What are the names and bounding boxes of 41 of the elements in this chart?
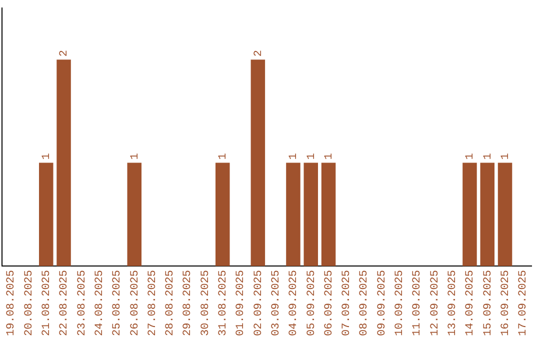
x-tick-label: 05.09.2025 xyxy=(306,270,318,336)
x-tick-label: 06.09.2025 xyxy=(323,270,336,336)
data-label: 1 xyxy=(323,152,336,160)
x-tick-label: 24.08.2025 xyxy=(94,270,106,336)
x-tick-label: 15.09.2025 xyxy=(482,270,494,336)
data-label: 1 xyxy=(482,152,494,160)
x-tick-label: 10.09.2025 xyxy=(394,270,406,336)
x-tick-label: 20.08.2025 xyxy=(23,270,36,336)
x-tick-label: 02.09.2025 xyxy=(252,270,265,336)
x-tick-label: 08.09.2025 xyxy=(358,270,371,336)
x-tick-label: 27.08.2025 xyxy=(146,270,159,336)
data-label: 2 xyxy=(58,50,71,57)
x-tick-label: 04.09.2025 xyxy=(288,270,300,336)
x-tick-label: 17.09.2025 xyxy=(518,270,530,336)
x-tick-label: 19.08.2025 xyxy=(6,270,18,336)
x-tick-label: 22.08.2025 xyxy=(58,270,71,336)
x-tick-label: 01.09.2025 xyxy=(235,270,248,336)
x-tick-label: 26.08.2025 xyxy=(129,270,142,336)
x-tick-label: 09.09.2025 xyxy=(376,270,388,336)
data-label: 1 xyxy=(306,152,318,160)
x-tick-label: 07.09.2025 xyxy=(341,270,354,336)
data-label: 2 xyxy=(252,50,265,57)
x-tick-label: 23.08.2025 xyxy=(76,270,88,336)
x-tick-label: 21.08.2025 xyxy=(41,270,54,336)
data-label: 1 xyxy=(288,152,300,160)
x-tick-label: 12.09.2025 xyxy=(429,270,442,336)
data-label: 1 xyxy=(41,152,54,160)
x-tick-label: 31.08.2025 xyxy=(218,270,230,336)
x-tick-label: 25.08.2025 xyxy=(112,270,124,336)
x-tick-label: 13.09.2025 xyxy=(446,270,459,336)
data-label: 1 xyxy=(218,152,230,160)
x-tick-label: 16.09.2025 xyxy=(500,270,512,336)
x-tick-label: 28.08.2025 xyxy=(164,270,177,336)
x-tick-label: 29.08.2025 xyxy=(182,270,194,336)
x-tick-label: 03.09.2025 xyxy=(270,270,282,336)
data-label: 1 xyxy=(464,152,477,160)
data-label: 1 xyxy=(500,152,512,160)
data-label: 1 xyxy=(129,152,142,160)
x-tick-label: 30.08.2025 xyxy=(200,270,212,336)
x-tick-label: 14.09.2025 xyxy=(464,270,477,336)
x-tick-label: 11.09.2025 xyxy=(412,270,424,336)
